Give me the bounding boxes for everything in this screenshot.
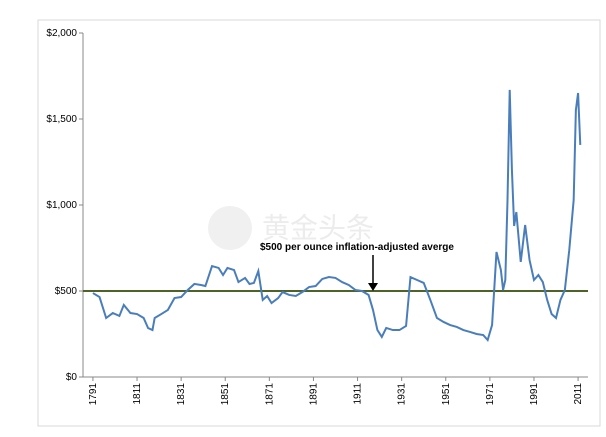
x-tick-label: 1831 <box>176 383 187 406</box>
x-tick-label: 1891 <box>308 383 319 406</box>
x-tick-label: 1851 <box>220 383 231 406</box>
x-tick-label: 1811 <box>132 383 143 405</box>
y-tick-label: $0 <box>66 372 78 383</box>
watermark-logo <box>208 206 252 250</box>
x-tick-label: 1911 <box>353 383 364 405</box>
x-tick-label: 2011 <box>573 383 584 405</box>
chart-border <box>37 19 601 427</box>
line-series <box>92 89 582 343</box>
annotation-arrowhead <box>368 283 378 291</box>
annotation: $500 per ounce inflation-adjusted averge <box>260 242 454 253</box>
y-tick-label: $500 <box>55 286 78 297</box>
x-tick-label: 1951 <box>441 383 452 406</box>
y-tick-label: $1,500 <box>46 114 77 125</box>
watermark: 黄金头条 <box>262 212 374 243</box>
x-tick-label: 1991 <box>529 383 540 406</box>
x-tick-label: 1791 <box>88 383 99 406</box>
x-tick-label: 1971 <box>485 383 496 406</box>
y-tick-label: $2,000 <box>46 28 77 39</box>
x-tick-label: 1931 <box>397 383 408 406</box>
x-tick-label: 1871 <box>264 383 275 406</box>
y-tick-label: $1,000 <box>46 200 77 211</box>
